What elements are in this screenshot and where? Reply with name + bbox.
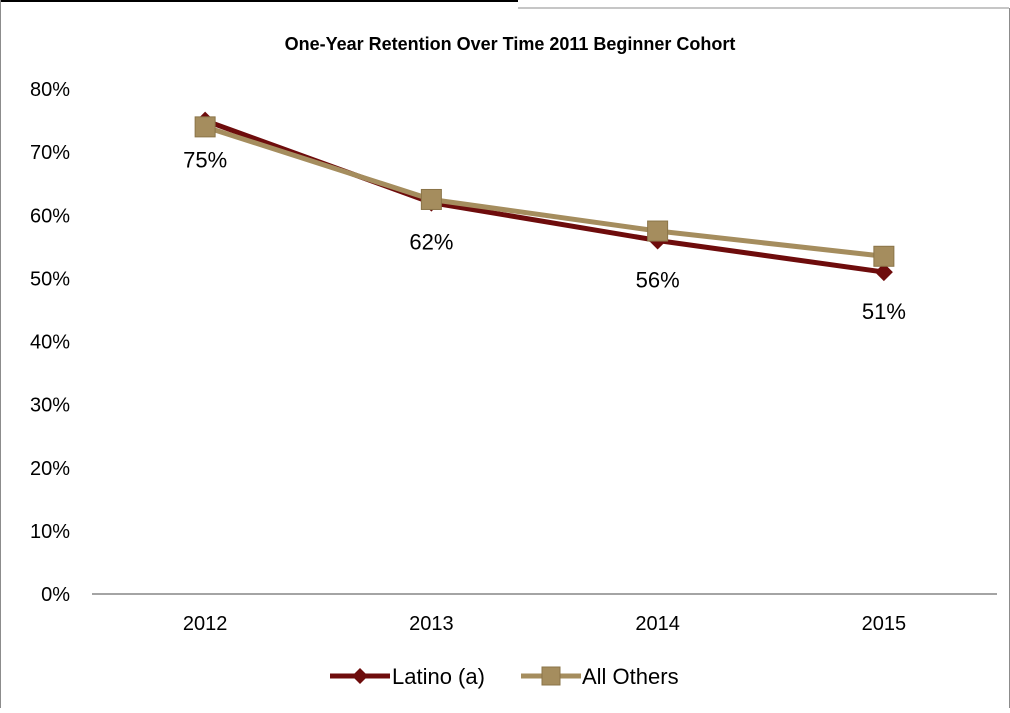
series-line bbox=[204, 118, 885, 275]
y-tick-label: 70% bbox=[30, 142, 70, 164]
x-tick-label: 2013 bbox=[409, 613, 454, 635]
x-tick-label: 2014 bbox=[635, 613, 680, 635]
y-axis-ticks: 0% 10% 20% 30% 40% 50% 60% 70% 80% bbox=[30, 79, 70, 606]
y-tick-label: 60% bbox=[30, 205, 70, 227]
legend-label: Latino (a) bbox=[392, 664, 485, 689]
series-line bbox=[204, 124, 885, 259]
y-tick-label: 80% bbox=[30, 79, 70, 101]
square-marker bbox=[647, 220, 669, 242]
data-label: 75% bbox=[183, 148, 227, 173]
data-label: 51% bbox=[862, 299, 906, 324]
y-tick-label: 0% bbox=[41, 584, 70, 606]
data-labels: 75% 62% 56% 51% bbox=[183, 148, 906, 325]
y-tick-label: 30% bbox=[30, 395, 70, 417]
y-tick-label: 50% bbox=[30, 268, 70, 290]
legend-label: All Others bbox=[582, 664, 679, 689]
x-tick-label: 2015 bbox=[862, 613, 907, 635]
x-tick-label: 2012 bbox=[183, 613, 228, 635]
y-tick-label: 10% bbox=[30, 521, 70, 543]
square-marker bbox=[541, 666, 561, 686]
legend: Latino (a) All Others bbox=[330, 664, 679, 689]
square-marker bbox=[873, 245, 895, 267]
series-layer bbox=[194, 111, 895, 282]
diamond-marker bbox=[874, 263, 893, 282]
square-marker bbox=[420, 188, 442, 210]
diamond-marker bbox=[352, 668, 368, 684]
y-tick-label: 40% bbox=[30, 332, 70, 354]
data-label: 56% bbox=[636, 268, 680, 293]
y-tick-label: 20% bbox=[30, 458, 70, 480]
square-marker bbox=[194, 116, 216, 138]
data-label: 62% bbox=[409, 230, 453, 255]
x-axis-ticks: 2012 2013 2014 2015 bbox=[183, 613, 906, 635]
chart-title: One-Year Retention Over Time 2011 Beginn… bbox=[285, 34, 736, 54]
